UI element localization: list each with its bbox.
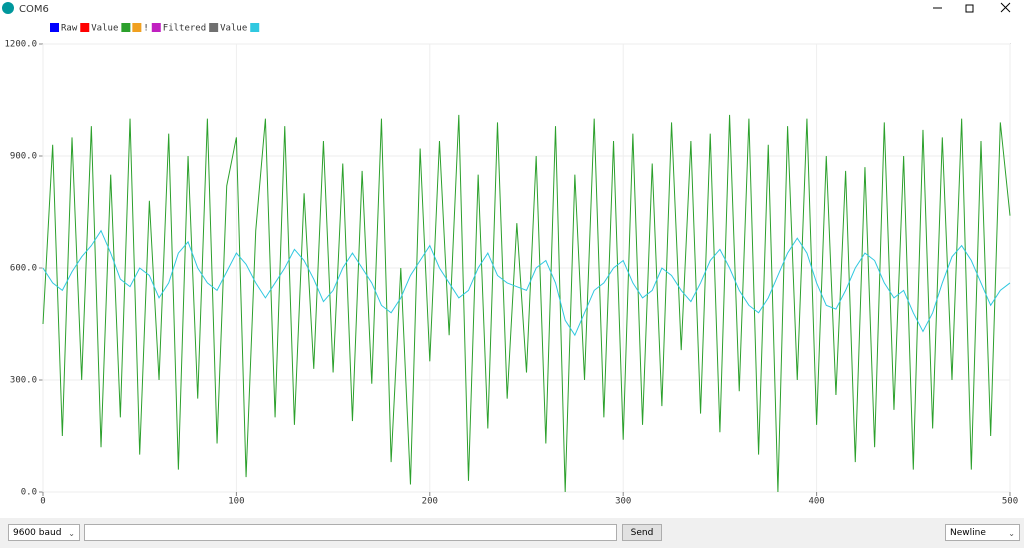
line-ending-select[interactable]: Newline ⌄ — [945, 524, 1020, 541]
legend-swatch — [151, 23, 161, 32]
x-tick-label: 100 — [228, 497, 244, 507]
y-tick-label: 1200.0 — [4, 40, 37, 50]
legend-swatch — [80, 23, 90, 32]
legend-swatch — [250, 23, 260, 32]
x-tick-label: 400 — [808, 497, 824, 507]
x-tick-label: 300 — [615, 497, 631, 507]
legend-swatch — [209, 23, 219, 32]
toolbar: 9600 baud ⌄ Send Newline ⌄ — [0, 518, 1024, 548]
line-ending-label: Newline — [950, 528, 986, 538]
y-tick-label: 300.0 — [10, 376, 37, 386]
legend-swatch — [121, 23, 131, 32]
window-title: COM6 — [19, 4, 49, 15]
restore-button[interactable] — [965, 4, 974, 13]
legend-swatch — [132, 23, 142, 32]
legend-label: Value — [220, 24, 247, 34]
x-tick-label: 0 — [40, 497, 45, 507]
legend-label: Filtered — [163, 24, 206, 34]
close-button[interactable] — [1000, 2, 1011, 13]
legend-label: Raw — [61, 24, 78, 34]
app-icon — [2, 2, 14, 14]
y-tick-label: 0.0 — [21, 488, 37, 498]
legend-label: Value — [91, 24, 118, 34]
y-tick-label: 600.0 — [10, 264, 37, 274]
legend-swatch — [50, 23, 59, 32]
x-tick-label: 200 — [422, 497, 438, 507]
baud-select[interactable]: 9600 baud ⌄ — [8, 524, 80, 541]
plotter: COM6 0.0 300.0 600.0 900.0 1200.0 0 100 200 300 4… — [2, 2, 1018, 507]
send-button[interactable]: Send — [622, 524, 662, 541]
y-tick-label: 900.0 — [10, 152, 37, 162]
x-tick-label: 500 — [1002, 497, 1018, 507]
message-input[interactable] — [84, 524, 617, 541]
series-line — [42, 229, 1011, 337]
baud-label: 9600 baud — [13, 528, 62, 538]
series-line — [42, 114, 1011, 493]
legend-label: ! — [143, 24, 148, 34]
